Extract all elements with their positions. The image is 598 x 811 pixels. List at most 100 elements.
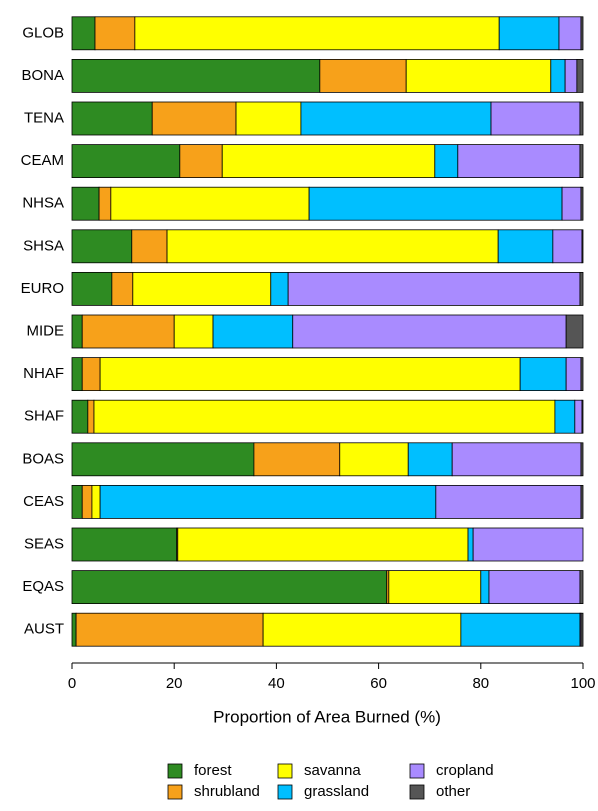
bar-segment: [561, 186, 582, 221]
bar-segment: [87, 399, 95, 434]
x-tick-label: 40: [268, 675, 285, 692]
y-tick-label: EQAS: [22, 578, 64, 595]
legend-swatch: [167, 784, 183, 800]
y-tick-label: CEAS: [23, 493, 64, 510]
bar-segment: [131, 229, 168, 264]
bar-segment: [472, 527, 584, 562]
bar-segment: [558, 16, 582, 51]
x-tick-label: 80: [472, 675, 489, 692]
y-tick-label: TENA: [24, 109, 64, 126]
bar-segment: [580, 186, 584, 221]
bar-segment: [177, 527, 469, 562]
bar-segment: [451, 442, 582, 477]
bar-segment: [110, 186, 310, 221]
y-tick-label: SHSA: [23, 237, 64, 254]
bar-segment: [565, 314, 584, 349]
bar-segment: [71, 186, 100, 221]
bar-segment: [71, 101, 153, 136]
bar-segment: [71, 527, 178, 562]
legend-swatch: [167, 763, 183, 779]
legend-label: forest: [194, 762, 232, 779]
bar-segment: [71, 357, 83, 392]
legend-label: savanna: [304, 762, 361, 779]
bar-segment: [554, 399, 576, 434]
bar-segment: [99, 484, 437, 519]
legend-swatch: [409, 784, 425, 800]
bar-segment: [488, 570, 581, 604]
bar-segment: [253, 442, 341, 477]
bar-segment: [579, 101, 584, 136]
bar-segment: [81, 484, 93, 519]
bar-segment: [460, 612, 581, 647]
bar-segment: [94, 16, 136, 51]
bar-segment: [580, 16, 584, 51]
bar-segment: [579, 570, 584, 604]
bar-segment: [581, 399, 584, 434]
bar-segment: [580, 612, 584, 647]
x-tick-label: 100: [570, 675, 595, 692]
bar-segment: [580, 484, 584, 519]
x-tick-label: 20: [166, 675, 183, 692]
y-tick-label: BONA: [21, 67, 64, 84]
y-tick-label: SHAF: [24, 408, 64, 425]
bar-segment: [319, 59, 407, 93]
bar-segment: [81, 314, 175, 349]
bar-segment: [434, 144, 459, 179]
bar-segment: [71, 399, 89, 434]
bar-segment: [580, 442, 584, 477]
bar-segment: [71, 484, 83, 519]
bar-segment: [574, 399, 583, 434]
legend-swatch: [277, 784, 293, 800]
legend-label: grassland: [304, 783, 369, 800]
bar-segment: [576, 59, 584, 93]
bar-segment: [498, 16, 560, 51]
bar-segment: [388, 570, 482, 604]
bar-segment: [93, 399, 556, 434]
y-tick-label: MIDE: [27, 322, 65, 339]
bar-segment: [564, 59, 578, 93]
bar-segment: [262, 612, 462, 647]
bar-segment: [270, 271, 289, 306]
bar-segment: [91, 484, 101, 519]
bar-segment: [151, 101, 237, 136]
bar-segment: [235, 101, 302, 136]
bar-segment: [71, 144, 181, 179]
bar-segment: [407, 442, 453, 477]
bar-segment: [75, 612, 264, 647]
legend-label: other: [436, 783, 470, 800]
bar-segment: [580, 357, 584, 392]
bar-segment: [519, 357, 567, 392]
y-tick-label: BOAS: [22, 450, 64, 467]
bar-segment: [565, 357, 582, 392]
bar-segment: [71, 612, 77, 647]
bar-segment: [179, 144, 223, 179]
bar-segment: [98, 186, 112, 221]
bar-segment: [480, 570, 490, 604]
bar-segment: [111, 271, 134, 306]
bar-segment: [99, 357, 521, 392]
y-tick-label: NHAF: [23, 365, 64, 382]
y-tick-label: AUST: [24, 621, 64, 638]
y-tick-label: NHSA: [22, 195, 64, 212]
bar-segment: [405, 59, 552, 93]
bar-segment: [71, 271, 113, 306]
x-tick-label: 0: [68, 675, 76, 692]
bar-segment: [134, 16, 500, 51]
bar-segment: [457, 144, 581, 179]
bar-segment: [579, 271, 584, 306]
legend-label: shrubland: [194, 783, 260, 800]
x-tick-label: 60: [370, 675, 387, 692]
bar-segment: [552, 229, 583, 264]
bar-segment: [71, 442, 255, 477]
bar-segment: [166, 229, 499, 264]
bar-segment: [71, 59, 321, 93]
bar-segment: [173, 314, 214, 349]
x-axis-label: Proportion of Area Burned (%): [213, 707, 441, 726]
bar-segment: [339, 442, 409, 477]
bar-segment: [132, 271, 272, 306]
y-tick-label: EURO: [21, 280, 64, 297]
bar-segment: [81, 357, 101, 392]
bar-segment: [497, 229, 554, 264]
bar-segment: [579, 144, 584, 179]
